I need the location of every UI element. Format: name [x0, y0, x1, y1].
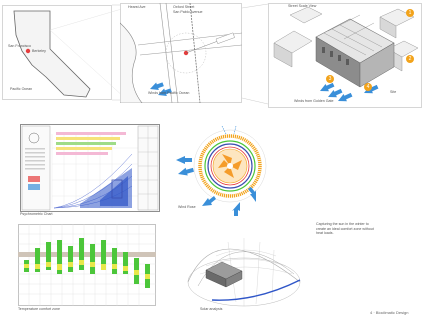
- temperature-graphic: [18, 224, 156, 306]
- massing-graphic: [268, 3, 422, 108]
- marker-1: 1: [406, 9, 414, 17]
- marker-2: 2: [406, 55, 414, 63]
- sun-path-caption: Solar analysis: [200, 307, 223, 311]
- marker-4: 4: [364, 83, 372, 91]
- design-note: Capturing the sun in the winter to creat…: [316, 222, 374, 236]
- marker-3: 3: [326, 75, 334, 83]
- wind-rose-panel: Wind Rose: [172, 126, 272, 226]
- sun-path-panel: Solar analysis: [176, 222, 306, 318]
- massing-top-label: Street Scale View: [288, 4, 317, 8]
- ocean-label: Pacific Ocean: [10, 87, 33, 91]
- wind-caption: Winds from Pacific Ocean: [148, 91, 190, 95]
- temperature-panel: Temperature comfort zone: [18, 224, 156, 314]
- massing-caption: Winds from Golden Gate: [294, 99, 334, 103]
- massing-side-label: Site: [390, 90, 397, 94]
- sun-path-graphic: [187, 238, 301, 307]
- wind-rose-caption: Wind Rose: [178, 205, 196, 209]
- site-marker: [25, 48, 31, 54]
- street-map-graphic: [120, 3, 242, 103]
- page-label: 4 · Bioclimatic Design: [370, 310, 409, 315]
- street-map-panel: Hearst Ave Oxford Street San Pablo Avenu…: [120, 3, 242, 103]
- state-map-panel: San Francisco Berkeley Pacific Ocean: [2, 5, 112, 100]
- state-map-graphic: [2, 5, 112, 100]
- psychrometric-caption: Psychrometric Chart: [20, 212, 53, 216]
- street-label-a: Hearst Ave: [128, 5, 146, 9]
- place-label-a: San Francisco: [8, 44, 31, 48]
- massing-panel: Street Scale View Winds from Golden Gate…: [268, 3, 422, 108]
- psychrometric-panel: Psychrometric Chart: [20, 124, 160, 216]
- place-label-b: Berkeley: [32, 49, 46, 53]
- street-label-b: Oxford Street: [173, 5, 195, 9]
- psychrometric-graphic: [20, 124, 160, 212]
- temperature-caption: Temperature comfort zone: [18, 307, 60, 311]
- street-label-c: San Pablo Avenue: [173, 10, 203, 14]
- wind-rose-graphic: [176, 126, 267, 216]
